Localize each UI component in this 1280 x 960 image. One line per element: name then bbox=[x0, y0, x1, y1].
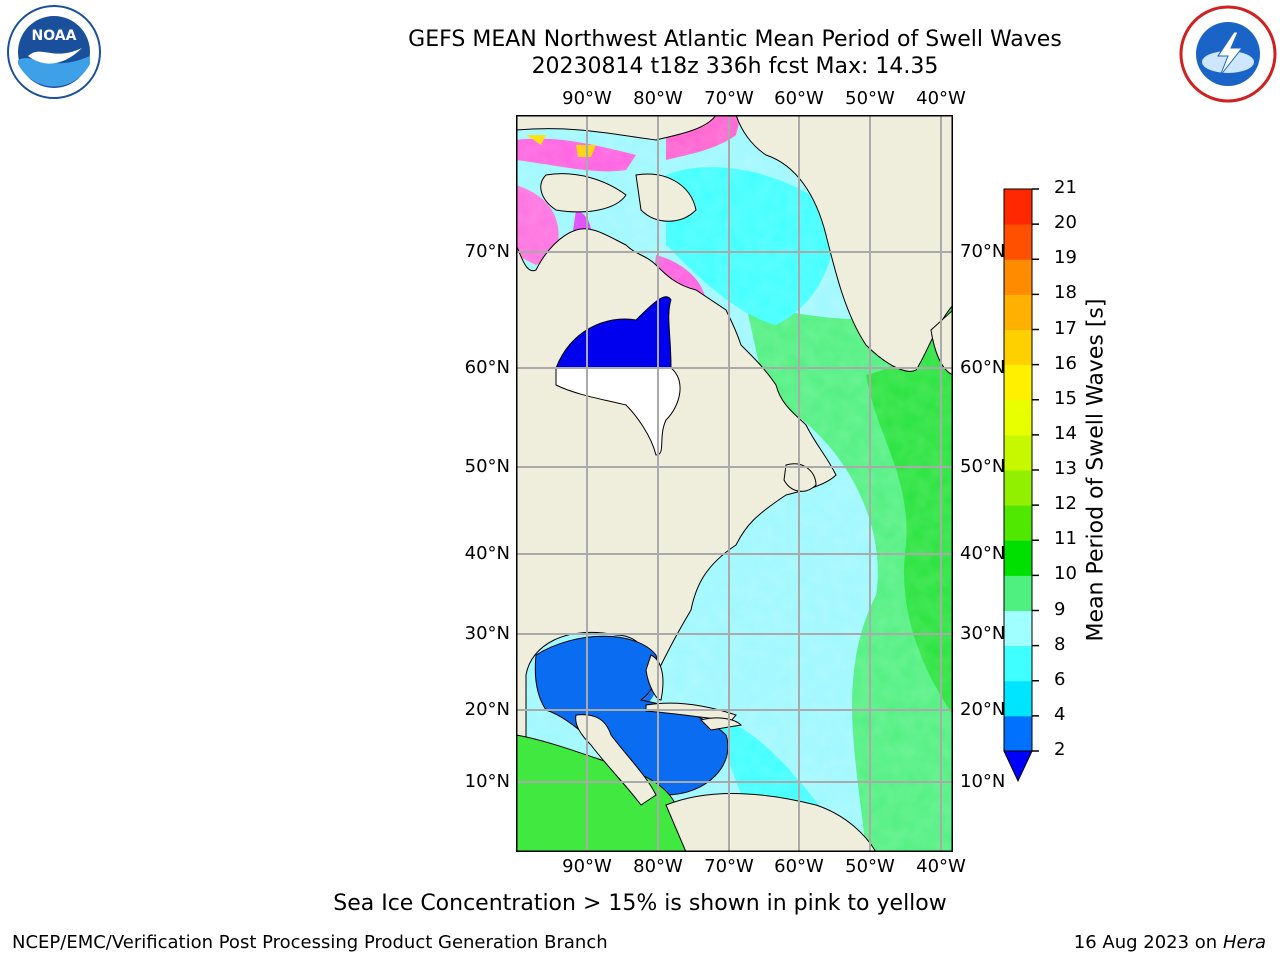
colorbar-tick-label: 17 bbox=[1054, 317, 1077, 339]
colorbar bbox=[996, 185, 1056, 785]
colorbar-band bbox=[1004, 610, 1032, 647]
lon-label-top: 60°W bbox=[774, 88, 824, 109]
lon-label-bottom: 90°W bbox=[562, 856, 612, 877]
map-subtitle: 20230814 t18z 336h fcst Max: 14.35 bbox=[531, 54, 939, 79]
lat-label-left: 60°N bbox=[464, 357, 510, 378]
colorbar-band bbox=[1004, 540, 1032, 576]
colorbar-title: Mean Period of Swell Waves [s] bbox=[1083, 298, 1109, 642]
colorbar-tick-label: 8 bbox=[1054, 633, 1066, 655]
colorbar-band bbox=[1004, 364, 1032, 401]
lon-label-bottom: 70°W bbox=[704, 856, 754, 877]
footer-date: 16 Aug 2023 on Hera bbox=[1074, 932, 1266, 953]
colorbar-tick-label: 4 bbox=[1054, 703, 1066, 725]
lat-label-left: 70°N bbox=[464, 241, 510, 262]
svg-text:NOAA: NOAA bbox=[32, 28, 77, 44]
lon-label-top: 40°W bbox=[916, 88, 966, 109]
sea-ice-note: Sea Ice Concentration > 15% is shown in … bbox=[333, 891, 947, 916]
lat-label-left: 30°N bbox=[464, 623, 510, 644]
lon-label-top: 70°W bbox=[704, 88, 754, 109]
colorbar-band bbox=[1004, 294, 1032, 330]
colorbar-tick-label: 16 bbox=[1054, 352, 1077, 374]
lon-label-bottom: 80°W bbox=[633, 856, 683, 877]
lon-label-top: 90°W bbox=[562, 88, 612, 109]
lat-label-right: 20°N bbox=[960, 699, 1006, 720]
colorbar-tick-label: 9 bbox=[1054, 598, 1066, 620]
colorbar-band bbox=[1004, 715, 1032, 752]
colorbar-band bbox=[1004, 224, 1032, 260]
colorbar-band bbox=[1004, 329, 1032, 366]
lat-label-right: 60°N bbox=[960, 357, 1006, 378]
colorbar-band bbox=[1004, 505, 1032, 541]
footer-credit: NCEP/EMC/Verification Post Processing Pr… bbox=[12, 932, 608, 953]
colorbar-tick-label: 6 bbox=[1054, 668, 1066, 690]
colorbar-tick-label: 12 bbox=[1054, 493, 1077, 515]
noaa-logo-icon: NOAA bbox=[4, 4, 104, 104]
colorbar-tick-label: 10 bbox=[1054, 563, 1077, 585]
colorbar-band bbox=[1004, 470, 1032, 506]
colorbar-band bbox=[1004, 434, 1032, 471]
colorbar-tick-label: 2 bbox=[1054, 739, 1066, 760]
lon-label-top: 50°W bbox=[845, 88, 895, 109]
lon-label-bottom: 40°W bbox=[916, 856, 966, 877]
colorbar-under-arrow bbox=[1003, 750, 1033, 783]
lat-label-left: 50°N bbox=[464, 456, 510, 477]
colorbar-band bbox=[1004, 259, 1032, 295]
lon-label-top: 80°W bbox=[633, 88, 683, 109]
colorbar-band bbox=[1004, 645, 1032, 682]
colorbar-tick-label: 13 bbox=[1054, 458, 1077, 479]
colorbar-band bbox=[1004, 575, 1032, 611]
colorbar-band bbox=[1004, 680, 1032, 717]
colorbar-tick-label: 14 bbox=[1054, 422, 1077, 444]
lat-label-right: 50°N bbox=[960, 456, 1006, 477]
lat-label-left: 40°N bbox=[464, 543, 510, 564]
colorbar-tick-label: 19 bbox=[1054, 247, 1077, 269]
colorbar-band bbox=[1004, 399, 1032, 436]
lat-label-right: 40°N bbox=[960, 543, 1006, 564]
nws-logo-icon bbox=[1178, 4, 1278, 104]
footer-host: Hera bbox=[1222, 932, 1266, 953]
lat-label-right: 70°N bbox=[960, 241, 1006, 262]
lon-label-bottom: 50°W bbox=[845, 856, 895, 877]
lat-label-left: 20°N bbox=[464, 699, 510, 720]
colorbar-tick-label: 15 bbox=[1054, 387, 1077, 409]
map-title: GEFS MEAN Northwest Atlantic Mean Period… bbox=[408, 27, 1062, 52]
colorbar-tick-label: 20 bbox=[1054, 212, 1077, 234]
lat-label-left: 10°N bbox=[464, 771, 510, 792]
colorbar-tick-label: 18 bbox=[1054, 282, 1077, 304]
colorbar-tick-label: 21 bbox=[1054, 177, 1077, 198]
footer-date-text: 16 Aug 2023 on bbox=[1073, 932, 1218, 953]
lon-label-bottom: 60°W bbox=[774, 856, 824, 877]
lat-label-right: 30°N bbox=[960, 623, 1006, 644]
colorbar-band bbox=[1004, 189, 1032, 225]
lat-label-right: 10°N bbox=[960, 771, 1006, 792]
colorbar-tick-label: 11 bbox=[1054, 528, 1077, 550]
swell-period-map bbox=[515, 114, 954, 853]
